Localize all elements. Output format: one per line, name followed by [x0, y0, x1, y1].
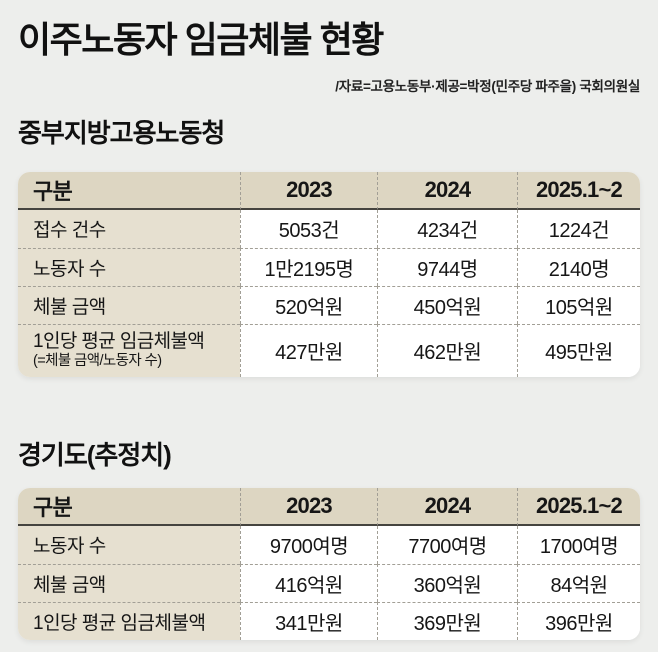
- row-label: 체불 금액: [18, 563, 240, 602]
- row-label: 1인당 평균 임금체불액 (=체불 금액/노동자 수): [18, 323, 240, 377]
- row-label: 노동자 수: [18, 247, 240, 286]
- section-title-jungbu: 중부지방고용노동청: [18, 117, 225, 148]
- cell-value: 4234건: [377, 209, 517, 248]
- row-label-main: 1인당 평균 임금체불액: [33, 330, 205, 352]
- table-row-average: 1인당 평균 임금체불액 341만원 369만원 396만원: [18, 601, 640, 640]
- table-row-amount: 체불 금액 416억원 360억원 84억원: [18, 563, 640, 602]
- row-label: 1인당 평균 임금체불액: [18, 601, 240, 640]
- cell-value: 495만원: [517, 323, 640, 377]
- row-label: 노동자 수: [18, 525, 240, 564]
- cell-value: 84억원: [517, 563, 640, 602]
- table-header-row: 구분 2023 2024 2025.1~2: [18, 171, 640, 210]
- cell-value: 360억원: [377, 563, 517, 602]
- cell-value: 427만원: [240, 323, 377, 377]
- table-header-row: 구분 2023 2024 2025.1~2: [18, 487, 640, 526]
- source-credit: /자료=고용노동부·제공=박정(민주당 파주을) 국회의원실: [335, 78, 640, 94]
- gyeonggi-table-container: 구분 2023 2024 2025.1~2 노동자 수 9700여명 7700여…: [18, 487, 640, 640]
- cell-value: 369만원: [377, 601, 517, 640]
- column-header-category: 구분: [18, 487, 240, 526]
- cell-value: 396만원: [517, 601, 640, 640]
- section-jungbu: 중부지방고용노동청 구분 2023 2024 2025.1~2 접수 건수: [18, 113, 640, 377]
- table-row-workers: 노동자 수 9700여명 7700여명 1700여명: [18, 525, 640, 564]
- column-header-2023: 2023: [240, 487, 377, 526]
- column-header-2024: 2024: [377, 487, 517, 526]
- section-title-gyeonggi: 경기도(추정치): [18, 439, 172, 470]
- column-header-category: 구분: [18, 171, 240, 210]
- column-header-2024: 2024: [377, 171, 517, 210]
- page-title: 이주노동자 임금체불 현황: [18, 19, 384, 60]
- cell-value: 520억원: [240, 285, 377, 324]
- column-header-2023: 2023: [240, 171, 377, 210]
- row-label: 접수 건수: [18, 209, 240, 248]
- cell-value: 341만원: [240, 601, 377, 640]
- column-header-2025: 2025.1~2: [517, 487, 640, 526]
- table-row-amount: 체불 금액 520억원 450억원 105억원: [18, 285, 640, 324]
- cell-value: 450억원: [377, 285, 517, 324]
- table-row-cases: 접수 건수 5053건 4234건 1224건: [18, 209, 640, 248]
- cell-value: 416억원: [240, 563, 377, 602]
- section-gyeonggi: 경기도(추정치) 구분 2023 2024 2025.1~2 노동자 수: [18, 435, 640, 640]
- cell-value: 1700여명: [517, 525, 640, 564]
- table-row-workers: 노동자 수 1만2195명 9744명 2140명: [18, 247, 640, 286]
- cell-value: 1만2195명: [240, 247, 377, 286]
- cell-value: 9744명: [377, 247, 517, 286]
- jungbu-table-container: 구분 2023 2024 2025.1~2 접수 건수 5053건 4234건 …: [18, 171, 640, 377]
- cell-value: 9700여명: [240, 525, 377, 564]
- cell-value: 1224건: [517, 209, 640, 248]
- column-header-2025: 2025.1~2: [517, 171, 640, 210]
- cell-value: 5053건: [240, 209, 377, 248]
- jungbu-table: 구분 2023 2024 2025.1~2 접수 건수 5053건 4234건 …: [18, 171, 640, 377]
- row-label: 체불 금액: [18, 285, 240, 324]
- cell-value: 462만원: [377, 323, 517, 377]
- cell-value: 7700여명: [377, 525, 517, 564]
- cell-value: 105억원: [517, 285, 640, 324]
- table-row-average: 1인당 평균 임금체불액 (=체불 금액/노동자 수) 427만원 462만원 …: [18, 323, 640, 377]
- gyeonggi-table: 구분 2023 2024 2025.1~2 노동자 수 9700여명 7700여…: [18, 487, 640, 640]
- row-label-note: (=체불 금액/노동자 수): [33, 353, 162, 370]
- cell-value: 2140명: [517, 247, 640, 286]
